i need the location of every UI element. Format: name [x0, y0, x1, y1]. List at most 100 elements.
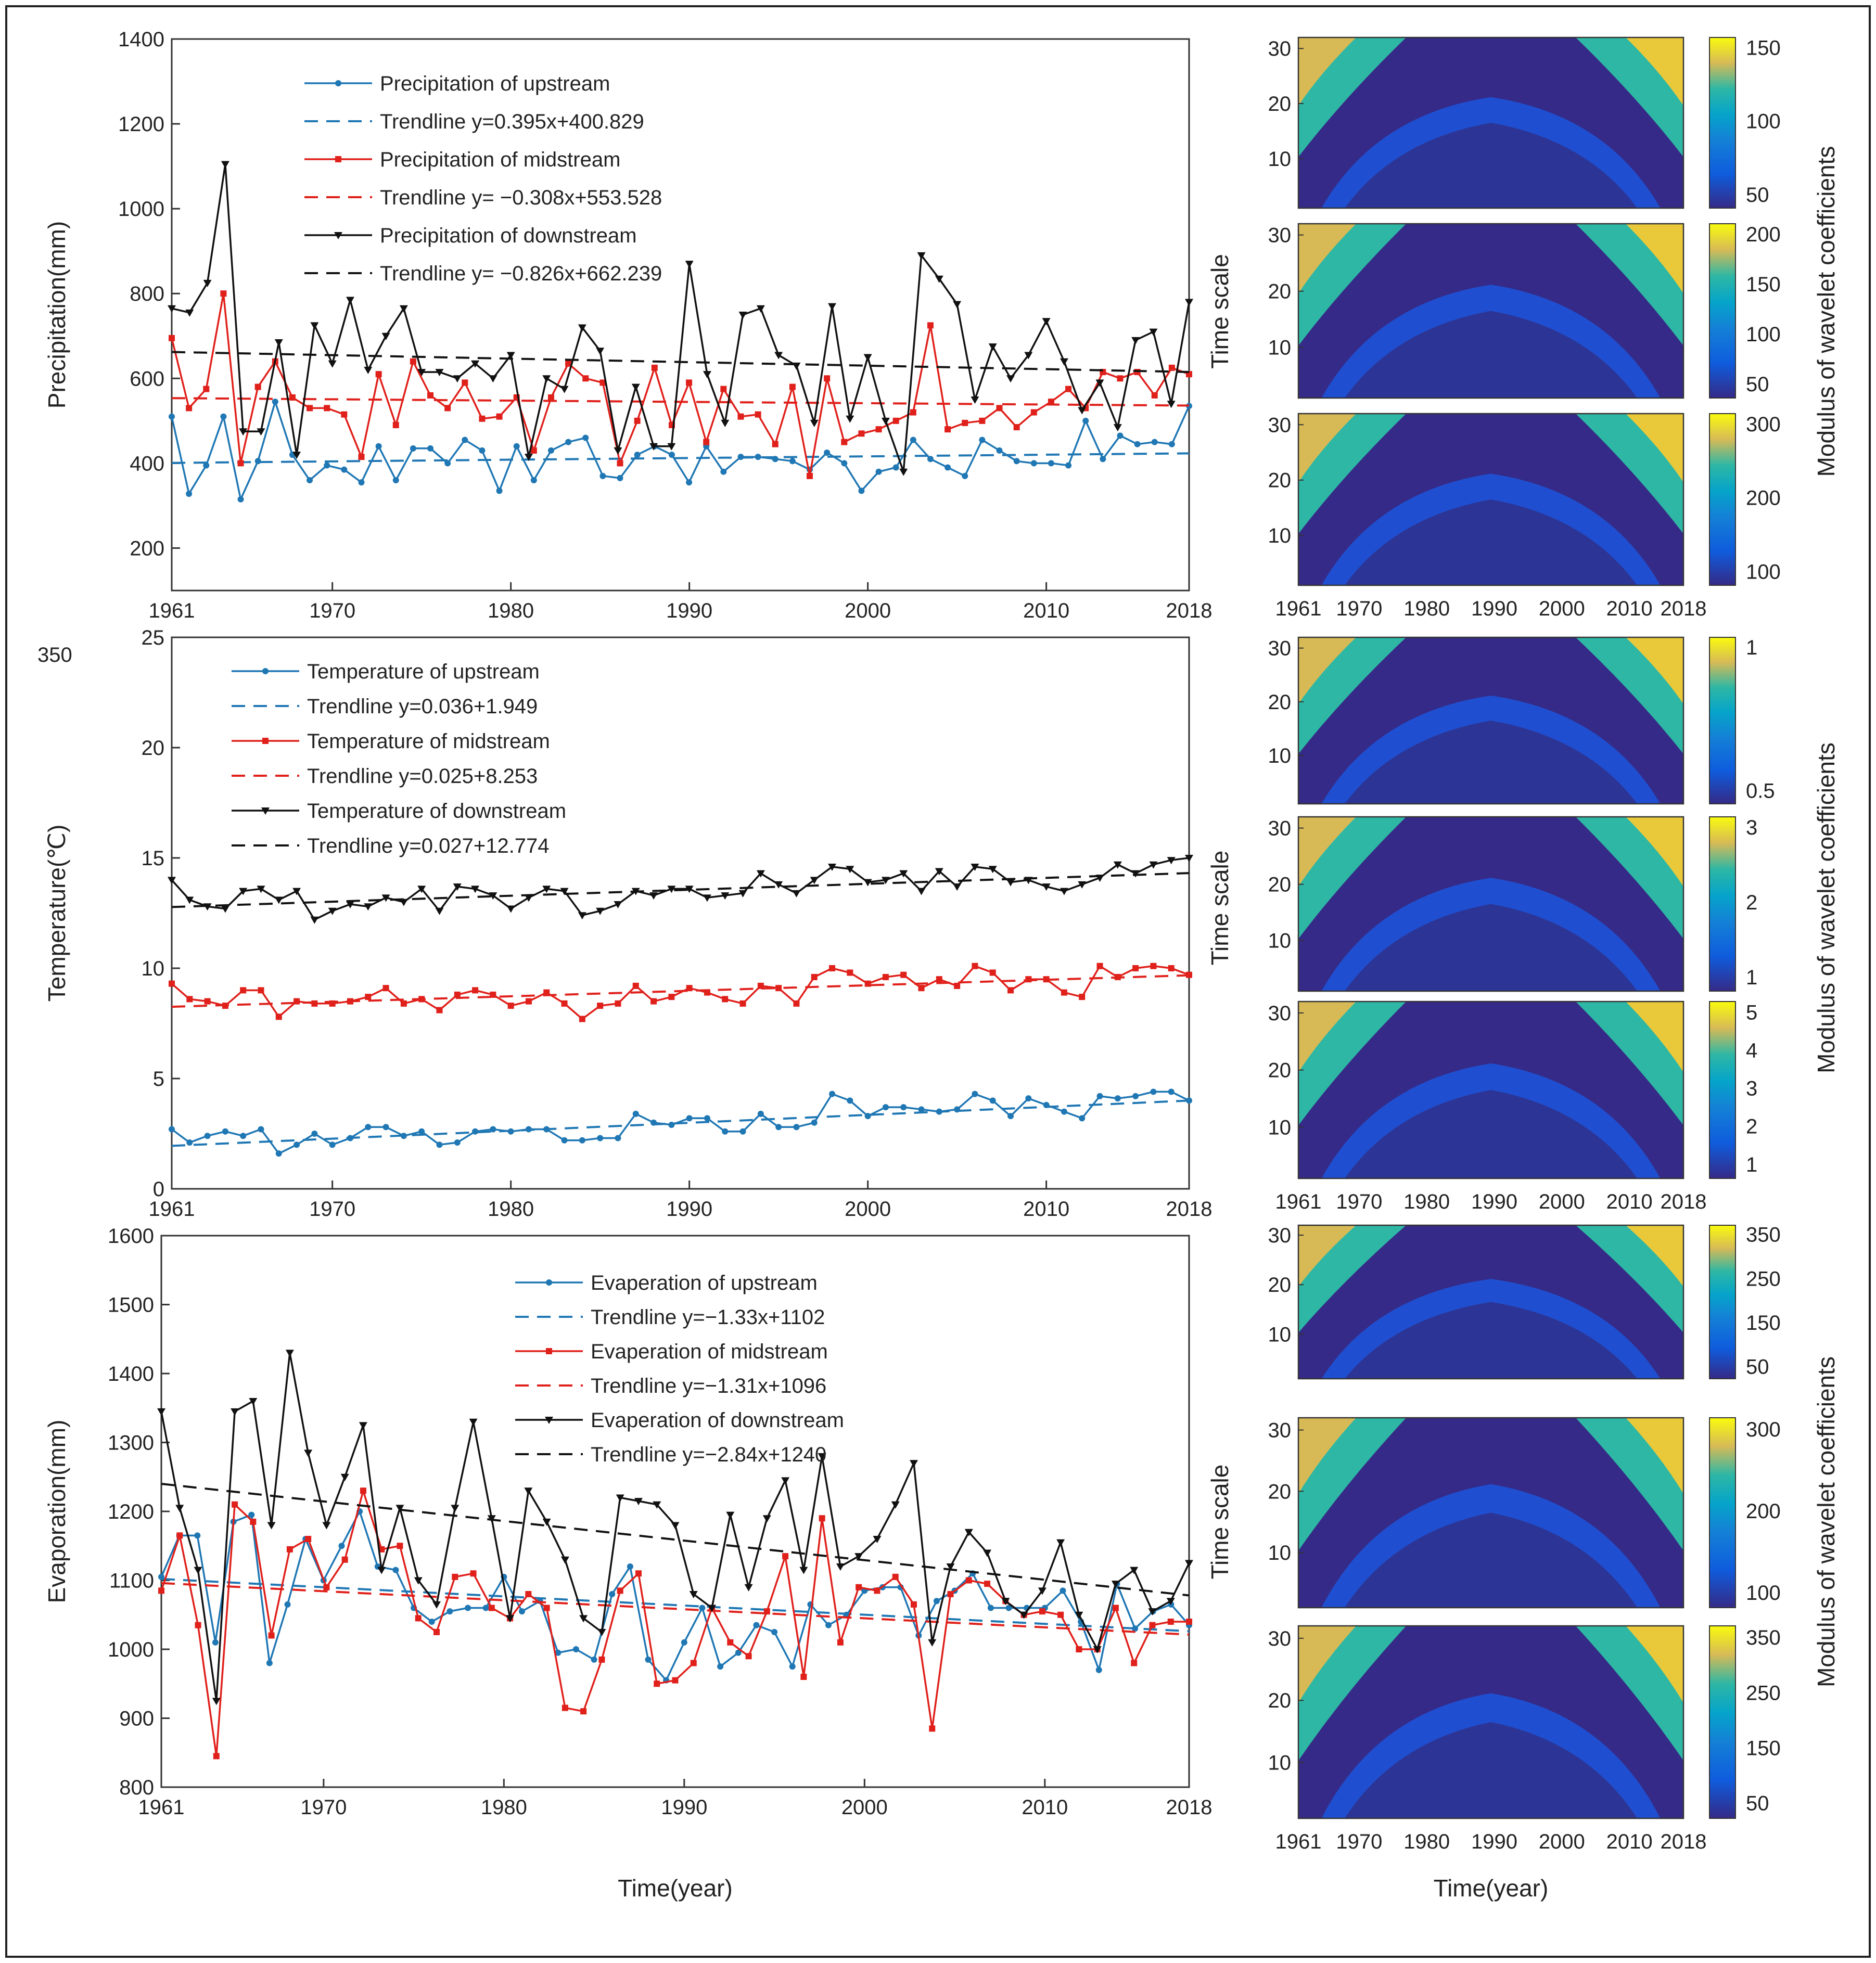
colorbar-tick-label: 1	[1746, 1153, 1757, 1176]
x-tick-label: 2000	[1539, 597, 1585, 620]
x-tick-label: 2010	[1606, 1190, 1653, 1213]
x-tick-label: 1961	[1275, 597, 1322, 620]
data-point	[436, 1007, 443, 1013]
x-tick-label: 1970	[1336, 597, 1382, 620]
data-point	[435, 369, 444, 377]
y-tick-label: 1300	[108, 1432, 154, 1455]
data-point	[686, 985, 693, 992]
data-point	[542, 886, 551, 893]
data-point	[739, 1000, 746, 1007]
legend-label: Trendline y=−1.33x+1102	[591, 1306, 825, 1329]
data-point	[874, 1587, 880, 1594]
data-point	[418, 1128, 425, 1135]
legend-marker	[546, 1348, 552, 1354]
data-point	[470, 1570, 477, 1577]
wavelet-band	[1298, 1418, 1356, 1494]
data-point	[479, 447, 486, 454]
data-point	[1134, 441, 1141, 447]
trendline	[171, 351, 1190, 373]
legend-label: Trendline y=−1.31x+1096	[591, 1375, 826, 1397]
colorbar-tick-label: 300	[1746, 413, 1781, 436]
colorbar-tick-label: 100	[1746, 110, 1781, 133]
wavelet-panel-1: 10 20 30 150 100 50	[1268, 36, 1781, 209]
data-point	[755, 411, 761, 418]
wavelet-panel-9: 10 20 30 350 250 150 50 1961 1970 1980 1990 2000 201…	[1268, 1625, 1781, 1853]
data-point	[597, 1628, 606, 1636]
wavelet-band	[1626, 1002, 1683, 1072]
legend-label: Evaperation of midstream	[591, 1340, 828, 1363]
data-point	[266, 1660, 273, 1666]
y-tick-label: 10	[1268, 337, 1292, 360]
data-point	[377, 1567, 386, 1574]
data-point	[565, 439, 572, 445]
legend-label: Trendline y= −0.308x+553.528	[380, 186, 662, 209]
x-tick-label: 2018	[1661, 1830, 1707, 1853]
x-tick-label: 1980	[1403, 597, 1450, 620]
colorbar-tick-label: 50	[1746, 1355, 1769, 1378]
data-point	[892, 464, 899, 471]
data-point	[1149, 328, 1158, 336]
data-point	[1131, 337, 1140, 344]
data-point	[1131, 1660, 1138, 1666]
data-point	[285, 1350, 294, 1357]
data-point	[689, 1591, 698, 1598]
wavelet-band	[1344, 1512, 1638, 1608]
data-point	[186, 491, 193, 497]
colorbar-tick-label: 2	[1746, 891, 1757, 914]
data-point	[875, 468, 882, 475]
wavelet-band	[1344, 499, 1638, 585]
data-point	[496, 487, 503, 494]
data-point	[292, 452, 301, 459]
wavelet-band	[1626, 1418, 1683, 1494]
time-scale-label: Time scale	[1206, 1465, 1233, 1580]
data-point	[414, 1577, 423, 1585]
data-point	[1001, 1598, 1010, 1606]
data-point	[560, 1556, 569, 1564]
data-point	[1061, 989, 1067, 996]
data-point	[846, 415, 854, 423]
data-point	[756, 870, 765, 878]
data-point	[900, 971, 907, 978]
data-point	[454, 991, 461, 998]
data-point	[721, 419, 730, 427]
data-point	[1149, 861, 1158, 869]
data-point	[365, 1124, 372, 1131]
y-tick-label: 20	[1268, 874, 1292, 896]
wavelet-panel-4: 10 20 30 1 0.5	[1268, 636, 1775, 805]
wavelet-panel-3: 10 20 30 300 200 100 1961 1970 1980 1990 2000 2010 2…	[1268, 413, 1781, 620]
data-point	[561, 1000, 568, 1007]
colorbar-tick-label: 100	[1746, 323, 1781, 346]
colorbar	[1709, 413, 1736, 586]
data-point	[341, 466, 348, 473]
data-point	[530, 477, 537, 483]
data-point	[248, 1511, 255, 1518]
data-point	[807, 472, 813, 479]
data-point	[772, 441, 779, 447]
y-tick-label: 10	[1268, 930, 1292, 953]
data-point	[451, 1505, 460, 1512]
trendline	[171, 1099, 1190, 1147]
x-tick-label: 1970	[1336, 1190, 1382, 1213]
data-point	[1150, 1088, 1157, 1095]
data-point	[935, 868, 943, 876]
colorbar	[1709, 1225, 1736, 1379]
data-point	[195, 1622, 201, 1628]
data-point	[617, 460, 623, 467]
data-point	[1093, 1646, 1102, 1653]
data-point	[927, 456, 934, 463]
data-point	[462, 437, 468, 443]
data-point	[1060, 888, 1068, 895]
data-point	[267, 1522, 276, 1530]
data-point	[789, 1663, 796, 1670]
data-point	[899, 870, 908, 878]
data-point	[971, 396, 979, 404]
data-point	[722, 1128, 729, 1135]
data-point	[506, 352, 515, 360]
y-tick-label: 0	[153, 1178, 164, 1201]
data-point	[435, 907, 444, 915]
y-tick-label: 10	[1268, 745, 1292, 767]
y-tick-label: 30	[1268, 1002, 1292, 1025]
wavelet-frame	[1297, 36, 1684, 209]
data-point	[1048, 460, 1054, 467]
wavelet-frame	[1297, 1224, 1684, 1380]
